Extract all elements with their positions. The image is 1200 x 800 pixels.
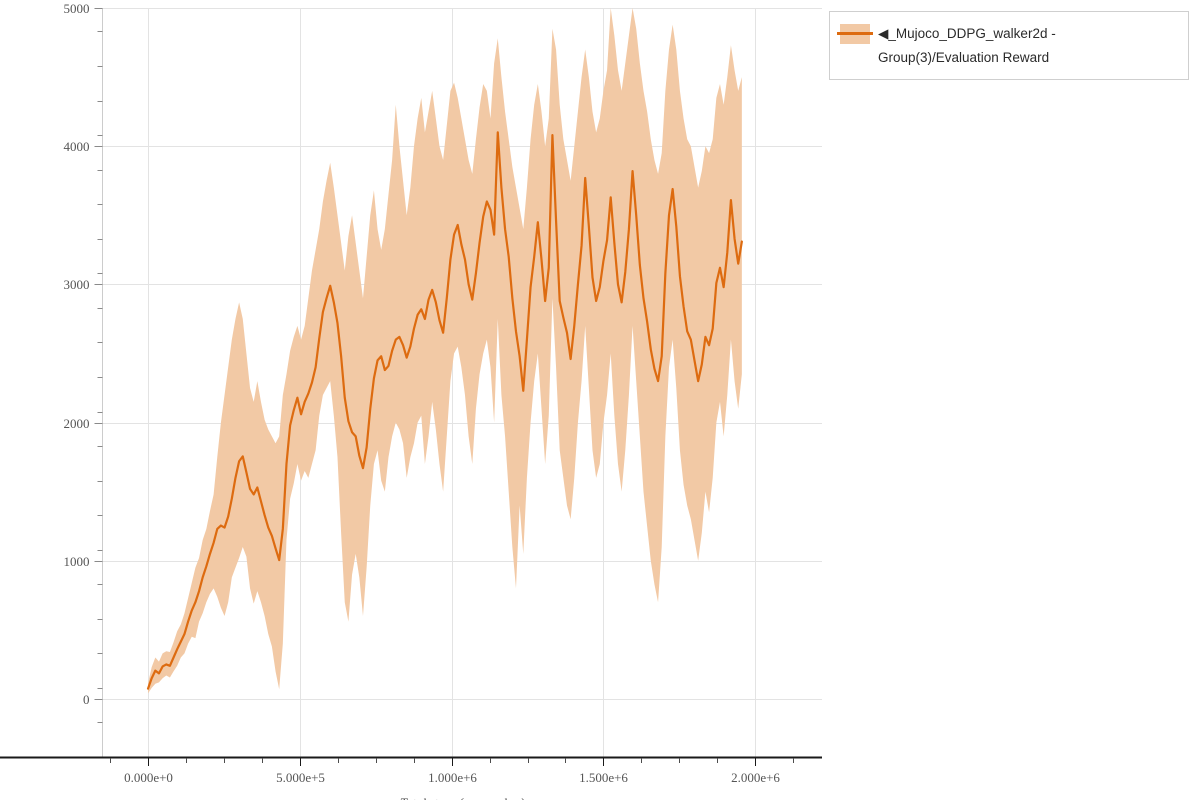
x-tick-label: 1.000e+6 [428, 770, 477, 785]
mean-line[interactable] [146, 131, 743, 690]
y-axis-ticks: 0 1000 2000 3000 4000 5000 [64, 1, 103, 723]
x-tick-label: 1.500e+6 [579, 770, 628, 785]
y-tick-label: 5000 [64, 1, 90, 16]
y-tick-label: 0 [83, 692, 90, 707]
y-tick-label: 3000 [64, 277, 90, 292]
axes [0, 8, 822, 759]
y-tick-label: 4000 [64, 139, 90, 154]
confidence-band [148, 8, 742, 694]
chart-legend[interactable]: ◀_Mujoco_DDPG_walker2d - Group(3)/Evalua… [829, 11, 1189, 81]
legend-line-swatch [837, 32, 873, 35]
x-tick-label: 2.000e+6 [731, 770, 780, 785]
y-tick-label: 1000 [64, 554, 90, 569]
x-tick-label: 5.000e+5 [276, 770, 325, 785]
x-axis-ticks: 0.000e+0 5.000e+5 1.000e+6 1.500e+6 2.000e+6 [110, 758, 794, 785]
x-axis-title: Total steps (per worker) [400, 795, 525, 800]
legend-entry-label: ◀_Mujoco_DDPG_walker2d - Group(3)/Evalua… [878, 26, 1056, 65]
y-tick-label: 2000 [64, 416, 90, 431]
legend-swatch-icon [837, 24, 873, 44]
x-tick-label: 0.000e+0 [124, 770, 173, 785]
